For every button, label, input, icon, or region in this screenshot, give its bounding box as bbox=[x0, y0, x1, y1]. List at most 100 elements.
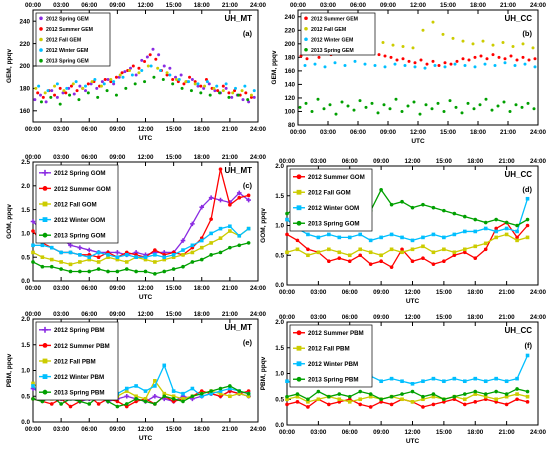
data-point bbox=[452, 250, 457, 255]
data-point bbox=[203, 84, 207, 88]
data-point bbox=[473, 244, 478, 249]
data-point bbox=[190, 77, 194, 81]
data-point bbox=[143, 269, 148, 274]
x-tick-label-top: 24:00 bbox=[250, 2, 267, 9]
data-point bbox=[473, 389, 478, 394]
data-point bbox=[153, 272, 157, 276]
data-point bbox=[410, 247, 415, 252]
data-point bbox=[68, 243, 73, 248]
data-point bbox=[368, 250, 373, 255]
x-tick-label: 21:00 bbox=[222, 426, 239, 433]
data-point bbox=[162, 64, 166, 68]
data-point bbox=[473, 217, 478, 222]
x-tick-label: 00:00 bbox=[25, 285, 42, 292]
data-point bbox=[199, 394, 204, 399]
site-label: UH_MT bbox=[224, 166, 252, 175]
data-point bbox=[448, 99, 452, 103]
data-point bbox=[199, 238, 204, 243]
data-point bbox=[306, 247, 310, 252]
data-point bbox=[410, 400, 415, 404]
x-tick-label: 00:00 bbox=[279, 289, 296, 296]
data-point bbox=[228, 394, 232, 399]
data-point bbox=[410, 259, 415, 264]
legend: 2012 Spring GEM 2012 Summer GEM 2012 Fall … bbox=[35, 12, 111, 67]
data-point bbox=[451, 36, 455, 40]
data-point bbox=[395, 58, 399, 62]
series-3 bbox=[37, 64, 256, 93]
data-point bbox=[96, 260, 101, 264]
data-point bbox=[431, 402, 436, 407]
legend-entry: 2012 Summer GOM bbox=[54, 186, 111, 193]
data-point bbox=[462, 247, 467, 252]
data-point bbox=[327, 232, 331, 237]
x-tick-label: 06:00 bbox=[81, 285, 98, 292]
x-tick-label: 15:00 bbox=[166, 426, 183, 433]
data-point bbox=[112, 80, 116, 84]
data-point bbox=[322, 107, 326, 111]
legend-marker bbox=[296, 345, 302, 351]
y-tick-label: 1.5 bbox=[275, 345, 284, 352]
data-point bbox=[306, 400, 310, 404]
data-point bbox=[143, 257, 148, 262]
data-point bbox=[34, 86, 38, 90]
data-point bbox=[421, 397, 425, 402]
data-point bbox=[193, 82, 197, 86]
data-point bbox=[421, 235, 425, 240]
data-point bbox=[246, 394, 251, 399]
data-point bbox=[44, 100, 48, 104]
data-point bbox=[106, 77, 110, 81]
data-point bbox=[454, 105, 458, 109]
legend-marker bbox=[296, 174, 302, 180]
data-point bbox=[401, 45, 405, 49]
data-point bbox=[96, 402, 101, 406]
data-point bbox=[31, 229, 35, 233]
data-point bbox=[368, 238, 373, 243]
data-point bbox=[143, 399, 148, 404]
data-point bbox=[295, 392, 300, 396]
data-point bbox=[353, 59, 357, 63]
x-axis-label: UTC bbox=[406, 298, 420, 305]
data-point bbox=[209, 253, 213, 257]
x-tick-label-top: 09:00 bbox=[109, 154, 126, 161]
data-point bbox=[421, 244, 425, 249]
x-tick-label: 12:00 bbox=[404, 289, 421, 296]
x-tick-label-top: 00:00 bbox=[290, 2, 307, 9]
legend-entry: 2012 Winter PBM bbox=[54, 374, 104, 381]
data-point bbox=[317, 55, 321, 59]
data-point bbox=[430, 107, 434, 111]
data-point bbox=[237, 243, 242, 248]
data-point bbox=[305, 57, 309, 61]
data-point bbox=[68, 250, 73, 255]
data-point bbox=[228, 229, 232, 233]
data-point bbox=[525, 223, 530, 228]
data-point bbox=[379, 188, 383, 192]
data-point bbox=[31, 260, 35, 264]
data-point bbox=[389, 247, 394, 252]
data-point bbox=[508, 109, 512, 113]
data-point bbox=[431, 394, 436, 399]
data-point bbox=[181, 391, 185, 396]
data-point bbox=[473, 229, 478, 234]
x-tick-label: 15:00 bbox=[166, 285, 183, 292]
data-point bbox=[358, 232, 363, 237]
data-point bbox=[504, 402, 509, 407]
data-point bbox=[520, 105, 524, 109]
data-point bbox=[494, 217, 498, 222]
data-point bbox=[176, 80, 180, 84]
panel-f: 00:00 00:00 03:00 03:00 06:00 06:00 09:00 09:00… bbox=[260, 314, 547, 445]
y-axis-label: GOM, ppqv bbox=[6, 204, 13, 239]
data-point bbox=[177, 77, 181, 81]
series-line bbox=[286, 221, 529, 269]
y-tick-label: 0.5 bbox=[275, 252, 284, 259]
data-point bbox=[237, 391, 242, 396]
data-point bbox=[190, 243, 195, 248]
data-point bbox=[78, 260, 82, 264]
data-point bbox=[49, 402, 54, 406]
data-point bbox=[62, 89, 66, 93]
data-point bbox=[442, 259, 446, 264]
data-point bbox=[442, 397, 446, 402]
panel-b: 00:00 00:00 03:00 03:00 06:00 06:00 09:00 09:00… bbox=[271, 2, 547, 145]
data-point bbox=[78, 399, 82, 404]
data-point bbox=[148, 53, 152, 57]
data-point bbox=[218, 250, 223, 255]
